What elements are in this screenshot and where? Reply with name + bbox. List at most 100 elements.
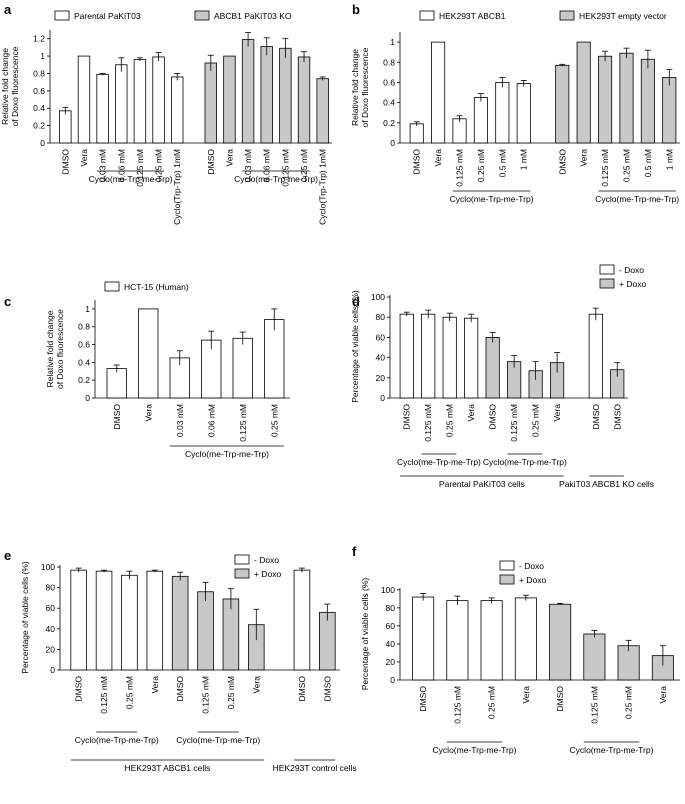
group-label: Cyclo(me-Trp-me-Trp) (397, 457, 481, 467)
y-tick-label: 0 (390, 138, 395, 148)
x-tick-label: 0.06 mM (116, 149, 126, 182)
x-tick-label: 0.03 mM (175, 404, 185, 437)
legend-label: - Doxo (254, 555, 279, 565)
group-label: Cyclo(me-Trp-me-Trp) (595, 194, 679, 204)
y-axis-label: Relative fold change (350, 49, 360, 126)
x-tick-label: Vera (79, 149, 89, 167)
x-tick-label: 0.25 mM (487, 686, 497, 719)
x-tick-label: 0.125 mM (423, 404, 433, 442)
bar (473, 97, 488, 144)
x-tick-label: 0.03 mM (98, 149, 108, 182)
y-tick-label: 40 (386, 639, 396, 649)
x-tick-label: 0.125 mM (455, 149, 465, 187)
y-axis-label: of Doxo fluorescence (10, 46, 20, 126)
bar (121, 574, 138, 671)
legend-swatch (104, 281, 120, 292)
y-tick-label: 80 (376, 312, 386, 322)
x-tick-label: DMSO (60, 149, 70, 175)
group-label: Cyclo(me-Trp-me-Trp) (433, 745, 517, 755)
x-tick-label: 0.125 mM (600, 149, 610, 187)
x-tick-label: 0.5 mM (643, 149, 653, 177)
legend-label: + Doxo (254, 569, 281, 579)
group-label: Cyclo(me-Trp-me-Trp) (450, 194, 534, 204)
bar (77, 55, 91, 144)
x-tick-label: 0.03 mM (243, 149, 253, 182)
legend-swatch (499, 574, 515, 585)
x-tick-label: DMSO (591, 404, 601, 430)
y-tick-label: 0.2 (33, 121, 45, 131)
bar (485, 337, 500, 399)
bar (555, 64, 570, 144)
y-axis-label: of Doxo fluorescence (55, 309, 65, 389)
bar (583, 633, 606, 681)
x-tick-label: 0.25 mM (226, 676, 236, 709)
bar (70, 569, 87, 671)
y-tick-label: 80 (46, 583, 56, 593)
x-tick-label: DMSO (418, 686, 428, 712)
x-tick-label: 0.25 mM (621, 149, 631, 182)
y-axis-label: Relative fold change (45, 310, 55, 387)
x-tick-label: DMSO (488, 404, 498, 430)
bar (106, 368, 127, 399)
legend-label: + Doxo (619, 279, 646, 289)
legend-label: HEK293T empty vector (579, 11, 667, 21)
x-tick-label: 0.125 mM (589, 686, 599, 724)
y-tick-label: 0 (85, 393, 90, 403)
legend-swatch (599, 278, 615, 289)
y-tick-label: 0.2 (78, 375, 90, 385)
y-tick-label: 1 (85, 304, 90, 314)
bar (588, 313, 603, 399)
bar (480, 600, 503, 681)
x-tick-label: DMSO (206, 149, 216, 175)
bar (319, 611, 336, 671)
y-tick-label: 100 (381, 585, 395, 595)
legend-swatch (559, 10, 575, 21)
legend-swatch (54, 10, 70, 21)
x-tick-label: DMSO (175, 676, 185, 702)
y-tick-label: 40 (376, 353, 386, 363)
y-tick-label: 1.2 (33, 34, 45, 44)
y-tick-label: 0.2 (383, 118, 395, 128)
y-tick-label: 40 (46, 624, 56, 634)
x-tick-label: Vera (224, 149, 234, 167)
bar (619, 52, 634, 144)
group-label: Cyclo(me-Trp-me-Trp) (570, 745, 654, 755)
x-tick-label: 0.25 mM (269, 404, 279, 437)
x-tick-label: DMSO (612, 404, 622, 430)
legend-swatch (599, 264, 615, 275)
y-tick-label: 0.8 (383, 57, 395, 67)
x-tick-label: DMSO (322, 676, 332, 702)
x-tick-label: 0.06 mM (262, 149, 272, 182)
panel-label: c (4, 294, 11, 309)
legend-label: Parental PaKiT03 (74, 11, 141, 21)
bar (241, 39, 255, 144)
bar (549, 603, 572, 681)
y-axis-label: of Doxo fluorescence (360, 47, 370, 127)
bar (96, 73, 109, 144)
group-label: HEK293T control cells (273, 763, 357, 773)
group-label: Cyclo(me-Trp-me-Trp) (483, 457, 567, 467)
bar (293, 569, 311, 671)
bar (232, 337, 253, 399)
group-label: HEK293T ABCB1 cells (125, 763, 211, 773)
x-tick-label: 0.25 mM (624, 686, 634, 719)
y-tick-label: 1 (40, 51, 45, 61)
bar (59, 110, 72, 144)
x-tick-label: DMSO (555, 686, 565, 712)
group-label: Cyclo(me-Trp-me-Trp) (234, 174, 318, 184)
y-axis-label: Percentage of viable cells (%) (360, 578, 370, 691)
bar (446, 600, 469, 681)
y-tick-label: 20 (386, 657, 396, 667)
x-tick-label: 0.25 mM (531, 404, 541, 437)
panel-label: b (352, 2, 360, 17)
bar (409, 123, 424, 144)
x-tick-label: 0.25 mM (476, 149, 486, 182)
bar (204, 62, 217, 144)
y-tick-label: 100 (371, 292, 385, 302)
y-tick-label: 0 (390, 675, 395, 685)
group-label: Cyclo(me-Trp-me-Trp) (89, 174, 173, 184)
y-tick-label: 0.8 (78, 322, 90, 332)
bar (197, 591, 214, 671)
bar (279, 47, 292, 144)
